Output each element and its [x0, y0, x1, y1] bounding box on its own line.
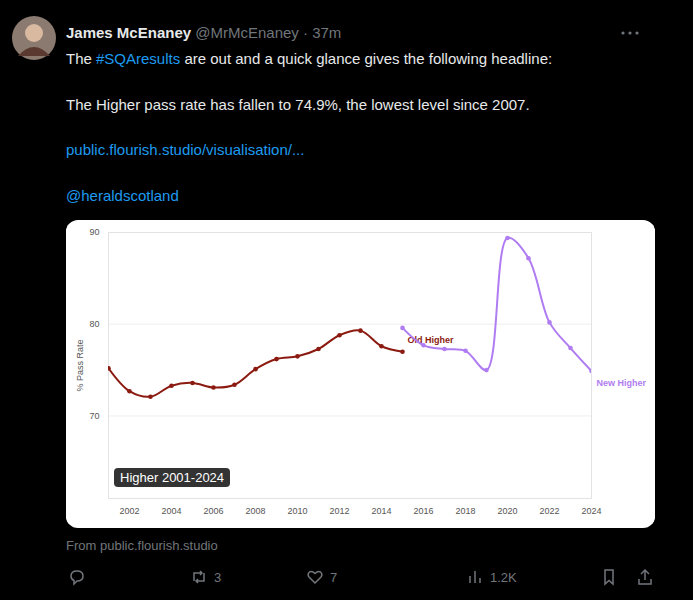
- svg-text:2020: 2020: [497, 506, 517, 516]
- svg-text:2024: 2024: [581, 506, 601, 516]
- svg-text:2010: 2010: [287, 506, 307, 516]
- svg-text:2002: 2002: [119, 506, 139, 516]
- html-text:James McEnaney @MrMcEnaney · 3: James McEnaney @MrMcEnaney · 37m: [66, 24, 342, 41]
- html-text:3: 3: [214, 569, 222, 585]
- svg-text:New Higher: New Higher: [597, 378, 647, 388]
- svg-text:90: 90: [89, 227, 99, 237]
- svg-text:2012: 2012: [329, 506, 349, 516]
- svg-text:2008: 2008: [245, 506, 265, 516]
- svg-text:Old Higher: Old Higher: [407, 334, 454, 345]
- html-text:public.flourish.studio/visuali: public.flourish.studio/visualisation/...: [66, 141, 305, 158]
- svg-text:70: 70: [89, 411, 99, 421]
- html-text:7: 7: [330, 569, 338, 585]
- svg-text:80: 80: [89, 319, 99, 329]
- svg-text:2018: 2018: [455, 506, 475, 516]
- svg-text:2006: 2006: [203, 506, 223, 516]
- svg-text:2022: 2022: [539, 506, 559, 516]
- svg-text:% Pass Rate: % Pass Rate: [75, 339, 85, 391]
- svg-text:2014: 2014: [371, 506, 391, 516]
- html-text:The #SQAresults are out and a: The #SQAresults are out and a quick glan…: [66, 50, 553, 67]
- html-text:Higher 2001-2024: Higher 2001-2024: [120, 470, 225, 485]
- html-text:1.2K: 1.2K: [490, 569, 517, 585]
- svg-text:2004: 2004: [161, 506, 181, 516]
- html-text:The Higher pass rate has falle: The Higher pass rate has fallen to 74.9%…: [66, 96, 530, 113]
- html-text:@heraldscotland: @heraldscotland: [66, 187, 179, 204]
- svg-text:2016: 2016: [413, 506, 433, 516]
- html-text:From public.flourish.studio: From public.flourish.studio: [66, 538, 218, 553]
